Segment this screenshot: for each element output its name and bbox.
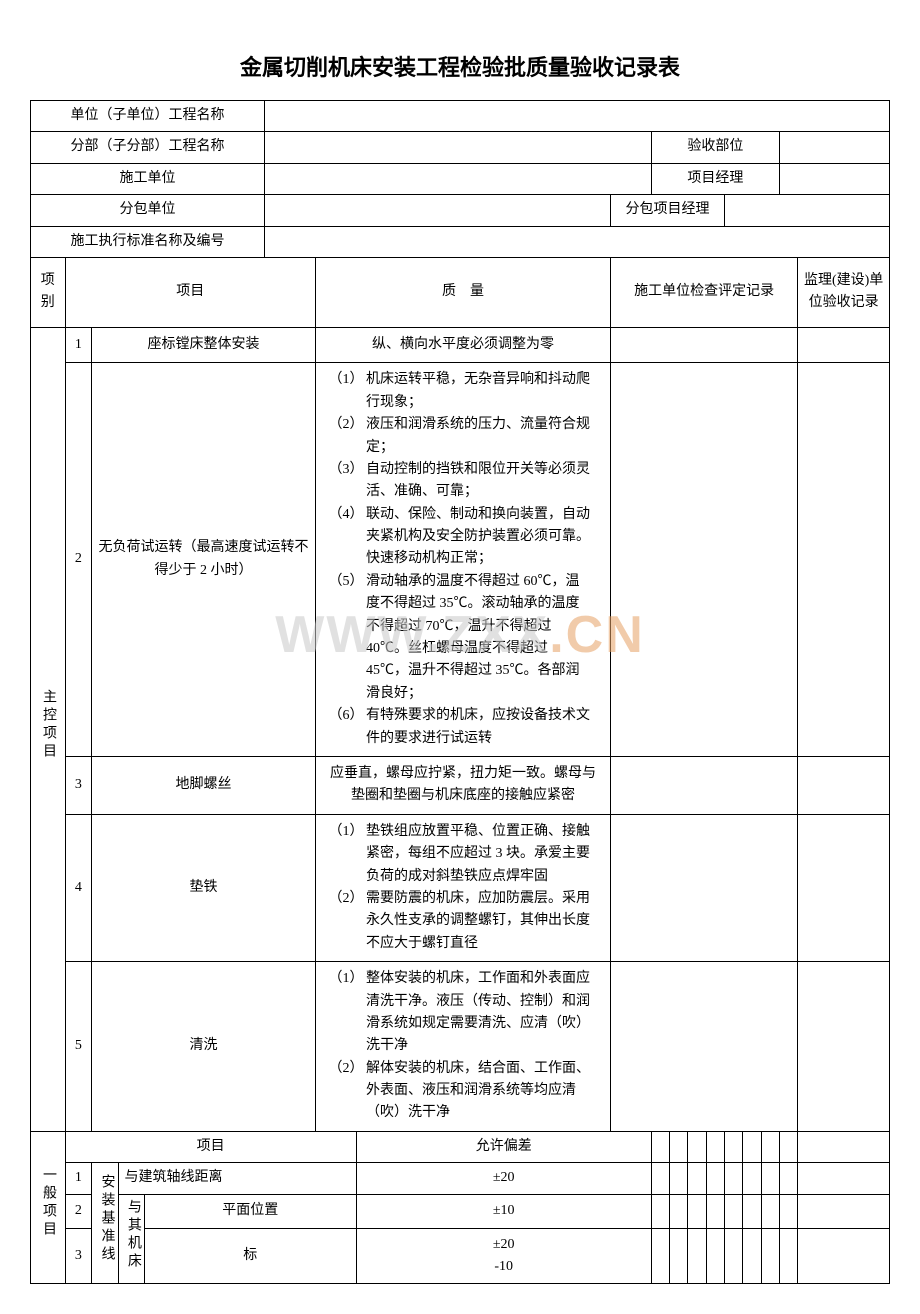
g-c4 xyxy=(706,1131,724,1162)
g1-c8 xyxy=(779,1163,797,1194)
sub-pm-label: 分包项目经理 xyxy=(611,195,725,226)
r5-inspect xyxy=(611,962,798,1132)
r3-supervise xyxy=(798,756,890,814)
accept-dept-label: 验收部位 xyxy=(651,132,779,163)
r5-no: 5 xyxy=(65,962,91,1132)
col-quality: 质 量 xyxy=(315,257,610,327)
r2-item: 无负荷试运转（最高速度试运转不得少于 2 小时） xyxy=(92,363,316,757)
g3-no: 3 xyxy=(65,1229,91,1284)
r1-quality: 纵、横向水平度必须调整为零 xyxy=(315,327,610,362)
main-category: 主控项目 xyxy=(31,327,66,1131)
g1-c5 xyxy=(725,1163,743,1194)
g1-no: 1 xyxy=(65,1163,91,1194)
g-c7 xyxy=(761,1131,779,1162)
unit-project-label: 单位（子单位）工程名称 xyxy=(31,101,265,132)
g-c2 xyxy=(670,1131,688,1162)
g3-c2 xyxy=(670,1229,688,1284)
g1-c3 xyxy=(688,1163,706,1194)
r4-quality: （1）垫铁组应放置平稳、位置正确、接触紧密，每组不应超过 3 块。承爱主要负荷的… xyxy=(315,814,610,961)
r3-no: 3 xyxy=(65,756,91,814)
g2-c4 xyxy=(706,1194,724,1228)
g2-c6 xyxy=(743,1194,761,1228)
construct-unit-value xyxy=(265,163,652,194)
g3-supervise xyxy=(798,1229,890,1284)
g1-supervise xyxy=(798,1163,890,1194)
sub-project-label: 分部（子分部）工程名称 xyxy=(31,132,265,163)
g2-no: 2 xyxy=(65,1194,91,1228)
g2-c5 xyxy=(725,1194,743,1228)
r1-no: 1 xyxy=(65,327,91,362)
g2-item: 平面位置 xyxy=(144,1194,356,1228)
g-c5 xyxy=(725,1131,743,1162)
g1-item: 与建筑轴线距离 xyxy=(118,1163,356,1194)
r3-inspect xyxy=(611,756,798,814)
sub-project-value xyxy=(265,132,652,163)
g-tolerance-label: 允许偏差 xyxy=(356,1131,651,1162)
standard-value xyxy=(265,226,890,257)
pm-value xyxy=(779,163,889,194)
general-category: 一般项目 xyxy=(31,1131,66,1283)
g2-c1 xyxy=(651,1194,669,1228)
sub-pm-value xyxy=(725,195,890,226)
other-machine: 与其机床 xyxy=(118,1194,144,1283)
g-sub-item-label: 项目 xyxy=(65,1131,356,1162)
r5-supervise xyxy=(798,962,890,1132)
g2-supervise xyxy=(798,1194,890,1228)
g3-c6 xyxy=(743,1229,761,1284)
g3-c1 xyxy=(651,1229,669,1284)
g-supervise-h xyxy=(798,1131,890,1162)
g3-c4 xyxy=(706,1229,724,1284)
r4-item: 垫铁 xyxy=(92,814,316,961)
g2-c3 xyxy=(688,1194,706,1228)
construct-unit-label: 施工单位 xyxy=(31,163,265,194)
col-supervise: 监理(建设)单位验收记录 xyxy=(798,257,890,327)
r1-supervise xyxy=(798,327,890,362)
g1-c6 xyxy=(743,1163,761,1194)
g2-tol: ±10 xyxy=(356,1194,651,1228)
unit-project-value xyxy=(265,101,890,132)
inspection-table: 单位（子单位）工程名称 分部（子分部）工程名称 验收部位 施工单位 项目经理 分… xyxy=(30,100,890,1284)
r2-quality: （1）机床运转平稳，无杂音异响和抖动爬行现象； （2）液压和润滑系统的压力、流量… xyxy=(315,363,610,757)
g1-c4 xyxy=(706,1163,724,1194)
col-item: 项目 xyxy=(65,257,315,327)
g-c6 xyxy=(743,1131,761,1162)
r3-item: 地脚螺丝 xyxy=(92,756,316,814)
col-category: 项别 xyxy=(31,257,66,327)
install-baseline: 安装基准线 xyxy=(92,1163,118,1284)
r2-no: 2 xyxy=(65,363,91,757)
g3-c8 xyxy=(779,1229,797,1284)
g3-c3 xyxy=(688,1229,706,1284)
subcontract-label: 分包单位 xyxy=(31,195,265,226)
r5-item: 清洗 xyxy=(92,962,316,1132)
g-c3 xyxy=(688,1131,706,1162)
r4-supervise xyxy=(798,814,890,961)
g3-c5 xyxy=(725,1229,743,1284)
accept-dept-value xyxy=(779,132,889,163)
r2-inspect xyxy=(611,363,798,757)
g2-c7 xyxy=(761,1194,779,1228)
g-c8 xyxy=(779,1131,797,1162)
subcontract-value xyxy=(265,195,611,226)
r1-item: 座标镗床整体安装 xyxy=(92,327,316,362)
pm-label: 项目经理 xyxy=(651,163,779,194)
g2-c2 xyxy=(670,1194,688,1228)
r4-no: 4 xyxy=(65,814,91,961)
g2-c8 xyxy=(779,1194,797,1228)
standard-label: 施工执行标准名称及编号 xyxy=(31,226,265,257)
g3-tol: ±20 -10 xyxy=(356,1229,651,1284)
r4-inspect xyxy=(611,814,798,961)
g3-c7 xyxy=(761,1229,779,1284)
g1-c1 xyxy=(651,1163,669,1194)
g3-item: 标 xyxy=(144,1229,356,1284)
r1-inspect xyxy=(611,327,798,362)
r5-quality: （1）整体安装的机床，工作面和外表面应清洗干净。液压（传动、控制）和润滑系统如规… xyxy=(315,962,610,1132)
g1-tol: ±20 xyxy=(356,1163,651,1194)
g-c1 xyxy=(651,1131,669,1162)
g1-c7 xyxy=(761,1163,779,1194)
g1-c2 xyxy=(670,1163,688,1194)
page-title: 金属切削机床安装工程检验批质量验收记录表 xyxy=(30,50,890,82)
col-inspect: 施工单位检查评定记录 xyxy=(611,257,798,327)
r3-quality: 应垂直，螺母应拧紧，扭力矩一致。螺母与垫圈和垫圈与机床底座的接触应紧密 xyxy=(315,756,610,814)
r2-supervise xyxy=(798,363,890,757)
